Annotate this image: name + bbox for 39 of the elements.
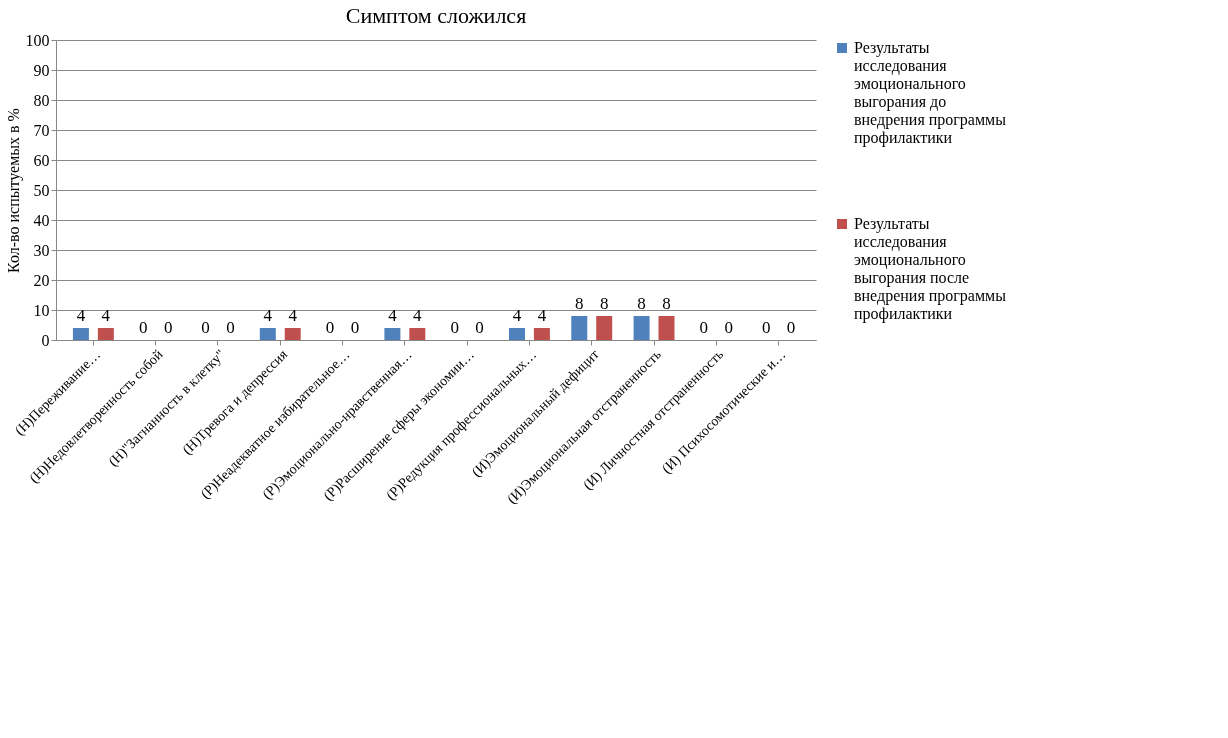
data-label: 0 — [475, 318, 484, 337]
y-tick-label: 50 — [33, 181, 50, 199]
data-label: 4 — [537, 306, 547, 325]
data-label: 0 — [786, 318, 796, 337]
y-tick-label: 80 — [33, 91, 50, 109]
data-label: 4 — [263, 306, 273, 325]
y-tick-label: 30 — [33, 241, 50, 259]
legend-label: Результаты исследования эмоционального выгорания после внедрения программы профилактики — [854, 215, 1007, 323]
data-label: 4 — [388, 306, 398, 325]
y-axis-title: Кол-во испытуемых в % — [4, 108, 23, 273]
data-label: 8 — [599, 294, 609, 313]
data-label: 4 — [101, 306, 111, 325]
data-label: 0 — [226, 318, 235, 337]
data-label: 0 — [138, 318, 148, 337]
legend-label: Результаты исследования эмоционального выгорания до внедрения программы профилактики — [854, 39, 1007, 147]
y-tick-label: 0 — [41, 331, 50, 349]
y-tick-label: 90 — [33, 61, 50, 79]
data-label: 0 — [450, 318, 459, 337]
data-label: 0 — [350, 318, 360, 337]
data-label: 4 — [288, 306, 298, 325]
y-tick-label: 70 — [33, 121, 50, 139]
data-label: 0 — [699, 318, 709, 337]
data-label: 0 — [325, 318, 335, 337]
data-label: 8 — [637, 294, 646, 313]
data-label: 0 — [201, 318, 210, 337]
y-tick-label: 20 — [33, 271, 50, 289]
y-tick-label: 10 — [33, 301, 50, 319]
data-label: 4 — [413, 306, 423, 325]
data-label: 0 — [761, 318, 771, 337]
chart-title: Симптом сложился — [345, 3, 527, 28]
y-tick-label: 100 — [25, 31, 50, 49]
y-tick-label: 60 — [33, 151, 50, 169]
data-label: 8 — [662, 294, 671, 313]
data-label: 4 — [512, 306, 522, 325]
data-label: 0 — [724, 318, 734, 337]
data-label: 8 — [575, 294, 584, 313]
data-label: 0 — [163, 318, 173, 337]
data-label: 4 — [76, 306, 86, 325]
y-tick-label: 40 — [33, 211, 50, 229]
